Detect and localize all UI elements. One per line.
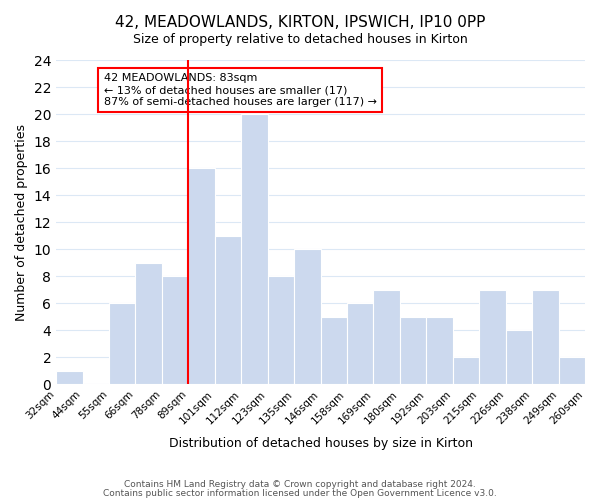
X-axis label: Distribution of detached houses by size in Kirton: Distribution of detached houses by size … bbox=[169, 437, 473, 450]
Text: 42, MEADOWLANDS, KIRTON, IPSWICH, IP10 0PP: 42, MEADOWLANDS, KIRTON, IPSWICH, IP10 0… bbox=[115, 15, 485, 30]
Y-axis label: Number of detached properties: Number of detached properties bbox=[15, 124, 28, 321]
Text: 42 MEADOWLANDS: 83sqm
← 13% of detached houses are smaller (17)
87% of semi-deta: 42 MEADOWLANDS: 83sqm ← 13% of detached … bbox=[104, 74, 377, 106]
Bar bbox=[320, 316, 347, 384]
Bar bbox=[215, 236, 241, 384]
Bar bbox=[427, 316, 453, 384]
Bar bbox=[268, 276, 294, 384]
Bar bbox=[532, 290, 559, 384]
Text: Size of property relative to detached houses in Kirton: Size of property relative to detached ho… bbox=[133, 32, 467, 46]
Bar bbox=[506, 330, 532, 384]
Bar bbox=[479, 290, 506, 384]
Bar bbox=[136, 263, 162, 384]
Bar bbox=[241, 114, 268, 384]
Text: Contains public sector information licensed under the Open Government Licence v3: Contains public sector information licen… bbox=[103, 489, 497, 498]
Bar bbox=[453, 357, 479, 384]
Bar bbox=[188, 168, 215, 384]
Text: Contains HM Land Registry data © Crown copyright and database right 2024.: Contains HM Land Registry data © Crown c… bbox=[124, 480, 476, 489]
Bar bbox=[109, 304, 136, 384]
Bar bbox=[347, 304, 373, 384]
Bar bbox=[373, 290, 400, 384]
Bar bbox=[162, 276, 188, 384]
Bar bbox=[294, 250, 320, 384]
Bar bbox=[56, 370, 83, 384]
Bar bbox=[559, 357, 585, 384]
Bar bbox=[400, 316, 427, 384]
